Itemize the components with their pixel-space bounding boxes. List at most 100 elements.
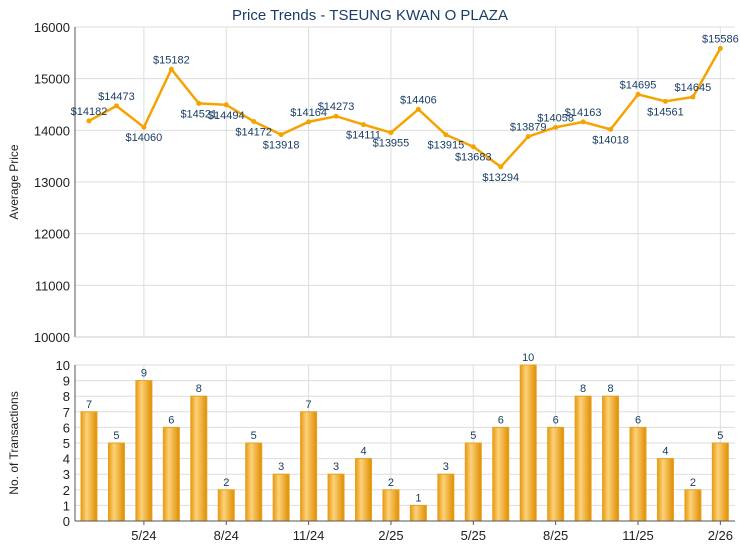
price-data-label: $14695 — [620, 79, 657, 91]
y-tick-label: 7 — [63, 405, 70, 420]
transaction-bar — [409, 504, 427, 522]
y-tick-label: 10 — [56, 358, 70, 373]
price-data-label: $14164 — [290, 107, 327, 119]
price-point — [361, 122, 366, 128]
y-tick-label: 5 — [63, 436, 70, 451]
bar-data-label: 4 — [360, 446, 366, 458]
y-tick-label: 10000 — [34, 330, 70, 345]
y-tick-label: 15000 — [34, 72, 70, 87]
price-data-label: $15182 — [153, 54, 190, 66]
price-data-label: $14060 — [126, 132, 163, 144]
price-point — [168, 66, 174, 72]
y-tick-label: 12000 — [34, 227, 70, 242]
transaction-bar — [602, 395, 620, 522]
transaction-bar — [245, 442, 263, 522]
price-point — [580, 119, 586, 125]
price-point — [141, 124, 147, 130]
price-point — [553, 124, 559, 130]
price-data-label: $14058 — [537, 112, 574, 124]
x-tick-label: 8/25 — [543, 528, 568, 543]
price-data-label: $14273 — [318, 101, 355, 113]
transaction-bar — [629, 426, 647, 522]
price-point — [415, 106, 421, 112]
y-tick-label: 9 — [63, 374, 70, 389]
bar-data-label: 1 — [415, 492, 421, 504]
price-point — [690, 94, 696, 100]
bar-data-label: 10 — [522, 352, 534, 364]
bar-data-label: 4 — [662, 446, 668, 458]
price-data-label: $13294 — [482, 172, 519, 184]
bar-data-label: 5 — [717, 430, 723, 442]
price-point — [388, 130, 394, 136]
transaction-bar — [656, 458, 674, 522]
x-tick-label: 5/25 — [461, 528, 486, 543]
transaction-bar — [519, 364, 537, 522]
bar-data-label: 8 — [607, 383, 613, 395]
price-point — [498, 164, 504, 170]
transaction-bar — [107, 442, 125, 522]
price-data-label: $14561 — [647, 106, 684, 118]
y-tick-label: 16000 — [34, 20, 70, 35]
bar-data-label: 3 — [278, 461, 284, 473]
y-tick-label: 0 — [63, 514, 70, 529]
transaction-bar — [217, 489, 235, 522]
transaction-bar — [464, 442, 482, 522]
transaction-bar — [547, 426, 565, 522]
price-data-label: $13955 — [373, 138, 410, 150]
price-data-label: $14645 — [675, 82, 712, 94]
price-point — [608, 126, 614, 132]
price-point — [333, 113, 339, 119]
y-axis-label-price: Average Price — [7, 144, 21, 219]
chart-title: Price Trends - TSEUNG KWAN O PLAZA — [232, 7, 508, 24]
bar-data-label: 2 — [223, 477, 229, 489]
price-point — [86, 118, 92, 124]
price-data-label: $14018 — [592, 134, 629, 146]
price-point — [113, 103, 119, 109]
price-data-label: $13918 — [263, 140, 300, 152]
y-tick-label: 6 — [63, 420, 70, 435]
y-tick-label: 13000 — [34, 175, 70, 190]
x-tick-label: 2/25 — [378, 528, 403, 543]
price-line — [88, 47, 722, 169]
transaction-bar — [190, 395, 208, 522]
bar-data-label: 7 — [306, 399, 312, 411]
x-tick-label: 8/24 — [214, 528, 239, 543]
price-data-label: $13683 — [455, 152, 492, 164]
transaction-bar — [382, 489, 400, 522]
y-tick-label: 8 — [63, 389, 70, 404]
bar-data-label: 5 — [470, 430, 476, 442]
price-point — [525, 134, 531, 140]
bar-data-label: 6 — [498, 414, 504, 426]
bar-data-label: 2 — [690, 477, 696, 489]
price-point — [443, 132, 449, 138]
y-tick-label: 1 — [63, 498, 70, 513]
bar-data-label: 3 — [333, 461, 339, 473]
x-tick-label: 11/25 — [622, 528, 654, 543]
bar-data-label: 2 — [388, 477, 394, 489]
price-point — [635, 91, 641, 97]
transaction-bar — [162, 426, 180, 522]
y-tick-label: 11000 — [35, 278, 70, 293]
transaction-bar — [272, 473, 290, 522]
price-data-label: $13915 — [427, 140, 464, 152]
price-point — [717, 45, 723, 51]
price-point — [470, 144, 476, 150]
price-data-label: $14406 — [400, 94, 437, 106]
transaction-bar — [711, 442, 729, 522]
transaction-bar — [437, 473, 455, 522]
bar-data-label: 8 — [196, 383, 202, 395]
price-data-label: $14111 — [346, 130, 381, 142]
y-tick-label: 2 — [63, 483, 70, 498]
price-point — [306, 119, 312, 125]
price-point — [223, 102, 229, 108]
price-data-label: $15586 — [702, 33, 739, 45]
bar-data-label: 5 — [251, 430, 257, 442]
price-data-label: $14163 — [565, 107, 602, 119]
y-tick-label: 3 — [63, 467, 70, 482]
bar-data-label: 9 — [141, 368, 147, 380]
price-data-label: $14172 — [235, 126, 272, 138]
bar-data-label: 3 — [443, 461, 449, 473]
price-data-label: $14494 — [208, 110, 245, 122]
price-point — [196, 100, 202, 106]
